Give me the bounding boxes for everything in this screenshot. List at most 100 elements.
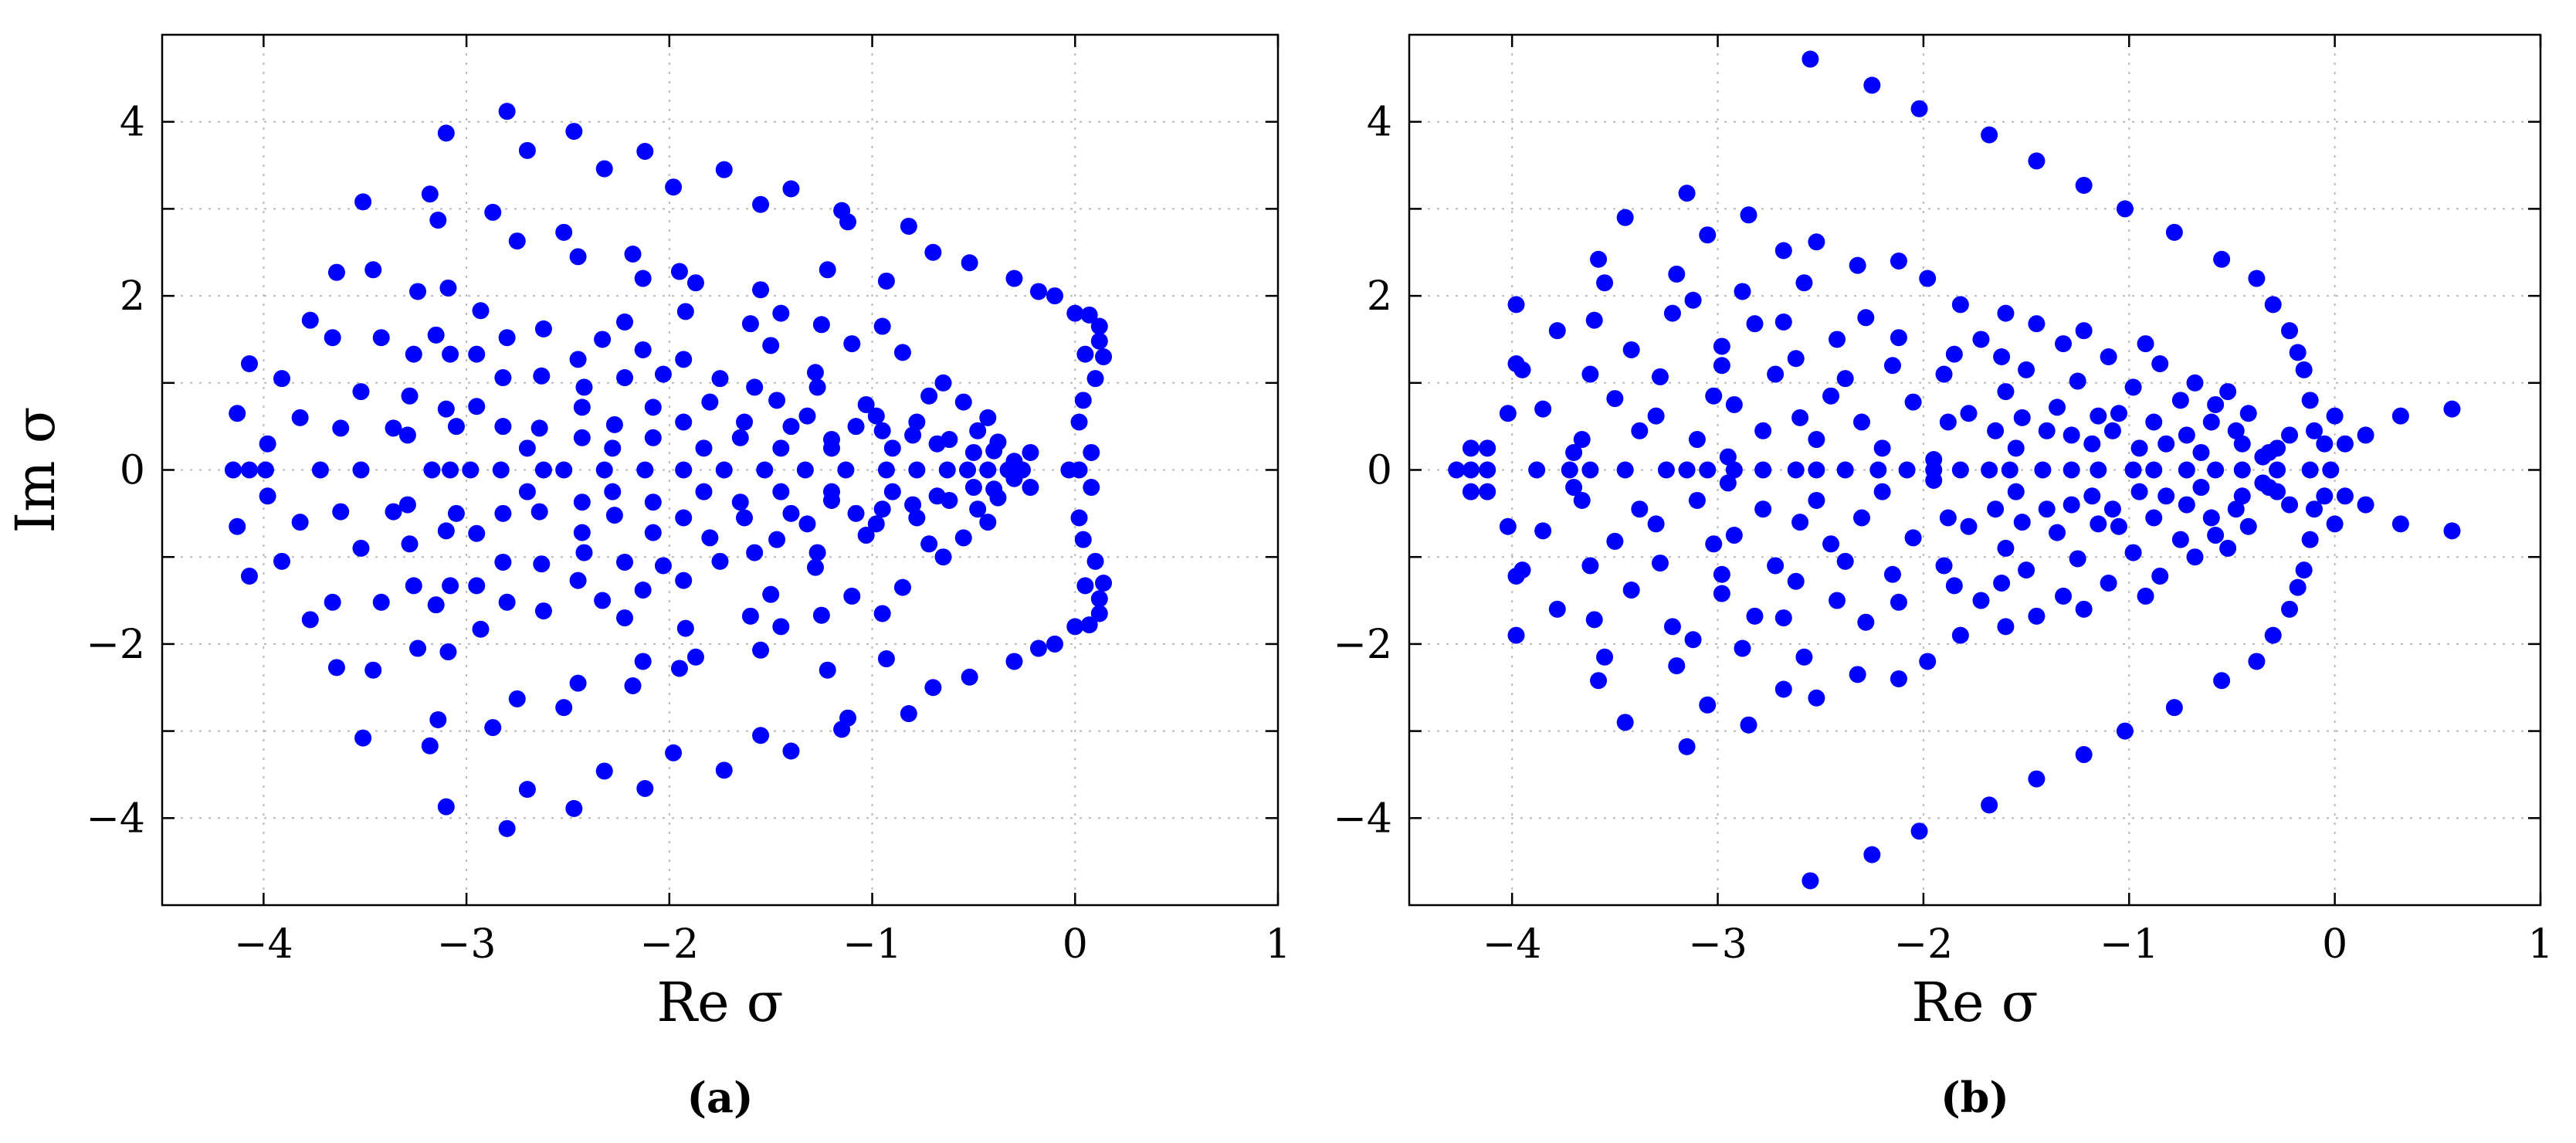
data-point bbox=[1863, 76, 1881, 94]
data-point bbox=[575, 378, 593, 396]
data-point bbox=[2443, 522, 2461, 540]
data-point bbox=[839, 213, 857, 231]
data-point bbox=[1596, 274, 1614, 292]
data-point bbox=[2151, 567, 2169, 585]
data-point bbox=[2239, 405, 2257, 422]
x-tick-label: −3 bbox=[1688, 921, 1747, 968]
data-point bbox=[746, 378, 764, 396]
data-point bbox=[1074, 392, 1092, 409]
data-point bbox=[823, 431, 840, 449]
data-point bbox=[616, 369, 634, 387]
data-point bbox=[695, 483, 713, 500]
data-point bbox=[1070, 461, 1088, 479]
data-point bbox=[1869, 461, 1887, 479]
data-point bbox=[954, 529, 972, 547]
data-point bbox=[398, 496, 416, 514]
x-axis-label: Re σ bbox=[1911, 971, 2038, 1034]
data-point bbox=[1046, 635, 1063, 653]
data-point bbox=[1070, 509, 1088, 527]
data-point bbox=[1705, 387, 1723, 405]
data-point bbox=[959, 461, 977, 479]
data-point bbox=[2124, 461, 2142, 479]
data-point bbox=[1890, 329, 1907, 347]
data-point bbox=[1993, 348, 2011, 365]
data-point bbox=[1678, 185, 1696, 202]
data-point bbox=[594, 331, 612, 348]
data-point bbox=[327, 659, 345, 677]
data-point bbox=[2213, 250, 2231, 268]
data-point bbox=[1074, 531, 1092, 548]
data-point bbox=[1767, 557, 1785, 575]
data-point bbox=[1581, 557, 1599, 575]
data-point bbox=[2075, 746, 2093, 764]
data-point bbox=[762, 585, 780, 603]
data-point bbox=[1688, 491, 1706, 509]
data-point bbox=[1849, 666, 1866, 683]
data-point bbox=[772, 304, 790, 322]
data-point bbox=[924, 243, 942, 261]
data-point bbox=[1713, 357, 1730, 375]
data-point bbox=[324, 329, 341, 347]
data-point bbox=[843, 335, 861, 353]
data-point bbox=[1565, 479, 1583, 497]
data-point bbox=[715, 761, 733, 779]
data-point bbox=[1853, 413, 1870, 431]
data-point bbox=[1725, 461, 1743, 479]
data-point bbox=[1725, 395, 1743, 413]
data-point bbox=[2295, 361, 2313, 378]
data-point bbox=[634, 653, 652, 670]
data-point bbox=[762, 337, 780, 354]
data-point bbox=[2219, 539, 2237, 557]
data-point bbox=[798, 515, 816, 533]
data-point bbox=[2213, 672, 2231, 690]
data-point bbox=[741, 315, 759, 333]
data-point bbox=[224, 461, 242, 479]
data-point bbox=[616, 553, 634, 571]
data-point bbox=[2049, 524, 2066, 541]
x-tick-label: −3 bbox=[437, 921, 497, 968]
data-point bbox=[1740, 716, 1757, 734]
data-point bbox=[291, 409, 309, 426]
data-point bbox=[1095, 348, 1113, 365]
data-point bbox=[1668, 265, 1686, 283]
data-point bbox=[1086, 370, 1104, 388]
data-point bbox=[405, 577, 422, 595]
data-point bbox=[1688, 431, 1706, 449]
x-tick-label: −1 bbox=[842, 921, 902, 968]
data-point bbox=[1787, 461, 1805, 479]
data-point bbox=[1548, 600, 1566, 618]
data-point bbox=[883, 439, 901, 457]
data-point bbox=[2034, 461, 2052, 479]
data-point bbox=[979, 409, 997, 426]
data-point bbox=[595, 461, 613, 479]
data-point bbox=[806, 558, 824, 576]
data-point bbox=[421, 737, 439, 755]
data-point bbox=[2090, 461, 2107, 479]
data-point bbox=[484, 719, 502, 737]
data-point bbox=[1651, 368, 1669, 385]
x-tick-label: 0 bbox=[1063, 921, 1088, 968]
data-point bbox=[1590, 250, 1608, 268]
data-point bbox=[2083, 435, 2101, 453]
data-point bbox=[427, 596, 445, 614]
data-point bbox=[823, 491, 840, 509]
data-point bbox=[398, 426, 416, 444]
data-point bbox=[908, 413, 926, 431]
data-point bbox=[2192, 479, 2210, 497]
data-point bbox=[2207, 527, 2225, 544]
data-point bbox=[508, 690, 526, 707]
data-point bbox=[2062, 461, 2080, 479]
data-point bbox=[1935, 365, 1953, 383]
data-point bbox=[1462, 461, 1480, 479]
data-point bbox=[385, 419, 402, 437]
data-point bbox=[385, 503, 402, 521]
data-point bbox=[741, 607, 759, 625]
data-point bbox=[324, 593, 341, 611]
data-point bbox=[1951, 296, 1969, 314]
data-point bbox=[533, 555, 551, 573]
data-point bbox=[924, 679, 942, 697]
data-point bbox=[2137, 587, 2154, 605]
data-point bbox=[1699, 226, 1717, 244]
data-point bbox=[439, 643, 457, 661]
